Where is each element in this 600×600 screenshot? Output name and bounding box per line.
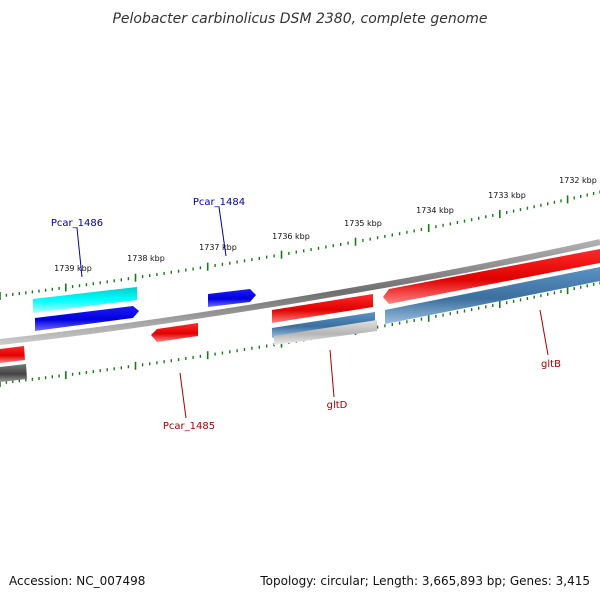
gene-label-gltD: gltD [327,400,348,411]
gene-label-gltB: gltB [541,359,561,370]
gene-dark-left-edge[interactable] [0,364,27,382]
gene-pcar-1485[interactable] [151,323,198,342]
pcar-1484-connector [218,206,227,257]
gene-pcar-1484[interactable] [208,289,256,307]
gltB-connector [539,309,549,356]
gltD-connector [329,349,335,398]
gene-steel-gltD[interactable] [272,312,375,338]
gene-red-upper-gltD[interactable] [272,294,373,323]
scale-label-1739: 1739 kbp [54,264,92,273]
outer-scale-ticks [0,190,600,300]
gene-cyan-pcar-1486[interactable] [33,287,137,313]
scale-label-1737: 1737 kbp [199,243,237,252]
gene-label-pcar-1485: Pcar_1485 [163,421,215,432]
map-title: Pelobacter carbinolicus DSM 2380, comple… [112,11,487,27]
scale-label-1732: 1732 kbp [559,176,597,185]
scale-label-1734: 1734 kbp [416,206,454,215]
gene-gltB-red[interactable] [383,249,600,304]
gene-grey-gltD[interactable] [274,320,377,345]
pcar-1486-connector [76,227,83,278]
pcar-1485-connector [179,372,187,419]
genome-backbone [0,239,600,345]
gene-gltB-steel[interactable] [385,267,600,324]
gene-label-pcar-1484: Pcar_1484 [193,197,245,208]
accession-text: Accession: NC_007498 [9,574,146,588]
gene-red-left-edge[interactable] [0,346,25,363]
genome-stats-text: Topology: circular; Length: 3,665,893 bp… [260,574,590,588]
scale-label-1738: 1738 kbp [127,254,165,263]
gene-label-pcar-1486: Pcar_1486 [51,218,103,229]
scale-label-1735: 1735 kbp [344,219,382,228]
scale-label-1736: 1736 kbp [272,232,310,241]
scale-label-1733: 1733 kbp [488,191,526,200]
gene-blue-pcar-1486[interactable] [35,306,139,331]
